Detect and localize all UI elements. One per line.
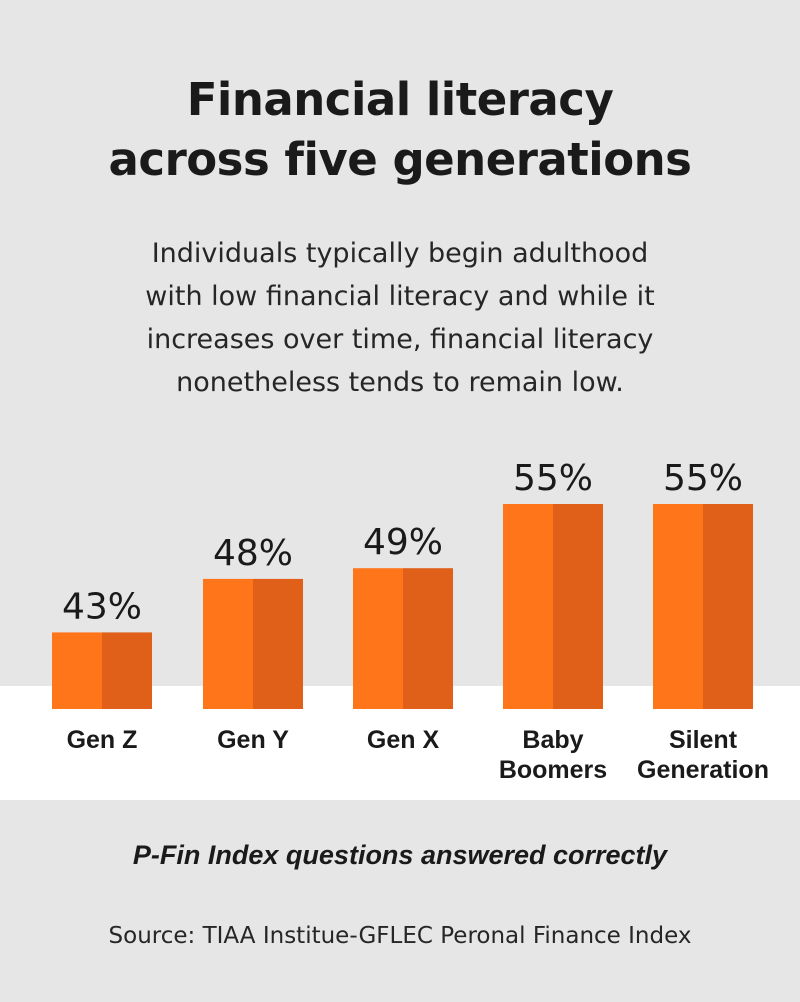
bar-dark-half	[553, 504, 603, 709]
bar-1	[203, 578, 303, 709]
subtitle-line: with low financial literacy and while it	[145, 281, 655, 312]
bar-light-half	[353, 568, 403, 709]
chart-title: Financial literacy across five generatio…	[0, 70, 800, 190]
bar-light-half	[52, 632, 102, 709]
category-label-line: Silent	[669, 726, 738, 754]
value-label-0: 43%	[62, 586, 142, 627]
value-label-3: 55%	[513, 458, 593, 499]
bar-light-half	[203, 578, 253, 709]
category-label-line: Boomers	[499, 756, 607, 784]
value-label-2: 49%	[363, 522, 443, 563]
category-label-line: Gen Z	[67, 726, 138, 754]
bar-0	[52, 632, 152, 709]
chart-title-line: Financial literacy	[186, 73, 614, 126]
bar-dark-half	[102, 632, 152, 709]
source-note: Source: TIAA Institue-GFLEC Peronal Fina…	[108, 923, 692, 949]
category-label-2: Gen X	[367, 726, 440, 754]
bar-3	[503, 504, 603, 709]
category-label-0: Gen Z	[67, 726, 138, 754]
subtitle-line: Individuals typically begin adulthood	[151, 238, 649, 269]
category-label-4: Silent Generation	[637, 726, 769, 784]
category-label-line: Generation	[637, 756, 769, 784]
value-label-1: 48%	[213, 533, 293, 574]
category-label-3: Baby Boomers	[499, 726, 607, 784]
bar-dark-half	[703, 504, 753, 709]
subtitle-line: increases over time, financial literacy	[146, 324, 654, 355]
subtitle-line: nonetheless tends to remain low.	[176, 367, 624, 398]
bar-dark-half	[403, 568, 453, 709]
bar-4	[653, 504, 753, 709]
category-label-1: Gen Y	[217, 726, 289, 754]
category-label-line: Gen Y	[217, 726, 289, 754]
category-label-line: Baby	[522, 726, 583, 754]
chart-title-line: across five generations	[108, 133, 692, 186]
bar-light-half	[653, 504, 703, 709]
category-label-line: Gen X	[367, 726, 440, 754]
value-label-4: 55%	[663, 458, 743, 499]
chart-subtitle: Individuals typically begin adulthood wi…	[0, 232, 800, 404]
bar-2	[353, 568, 453, 709]
bar-dark-half	[253, 578, 303, 709]
bar-light-half	[503, 504, 553, 709]
y-axis-caption: P-Fin Index questions answered correctly	[132, 840, 668, 870]
